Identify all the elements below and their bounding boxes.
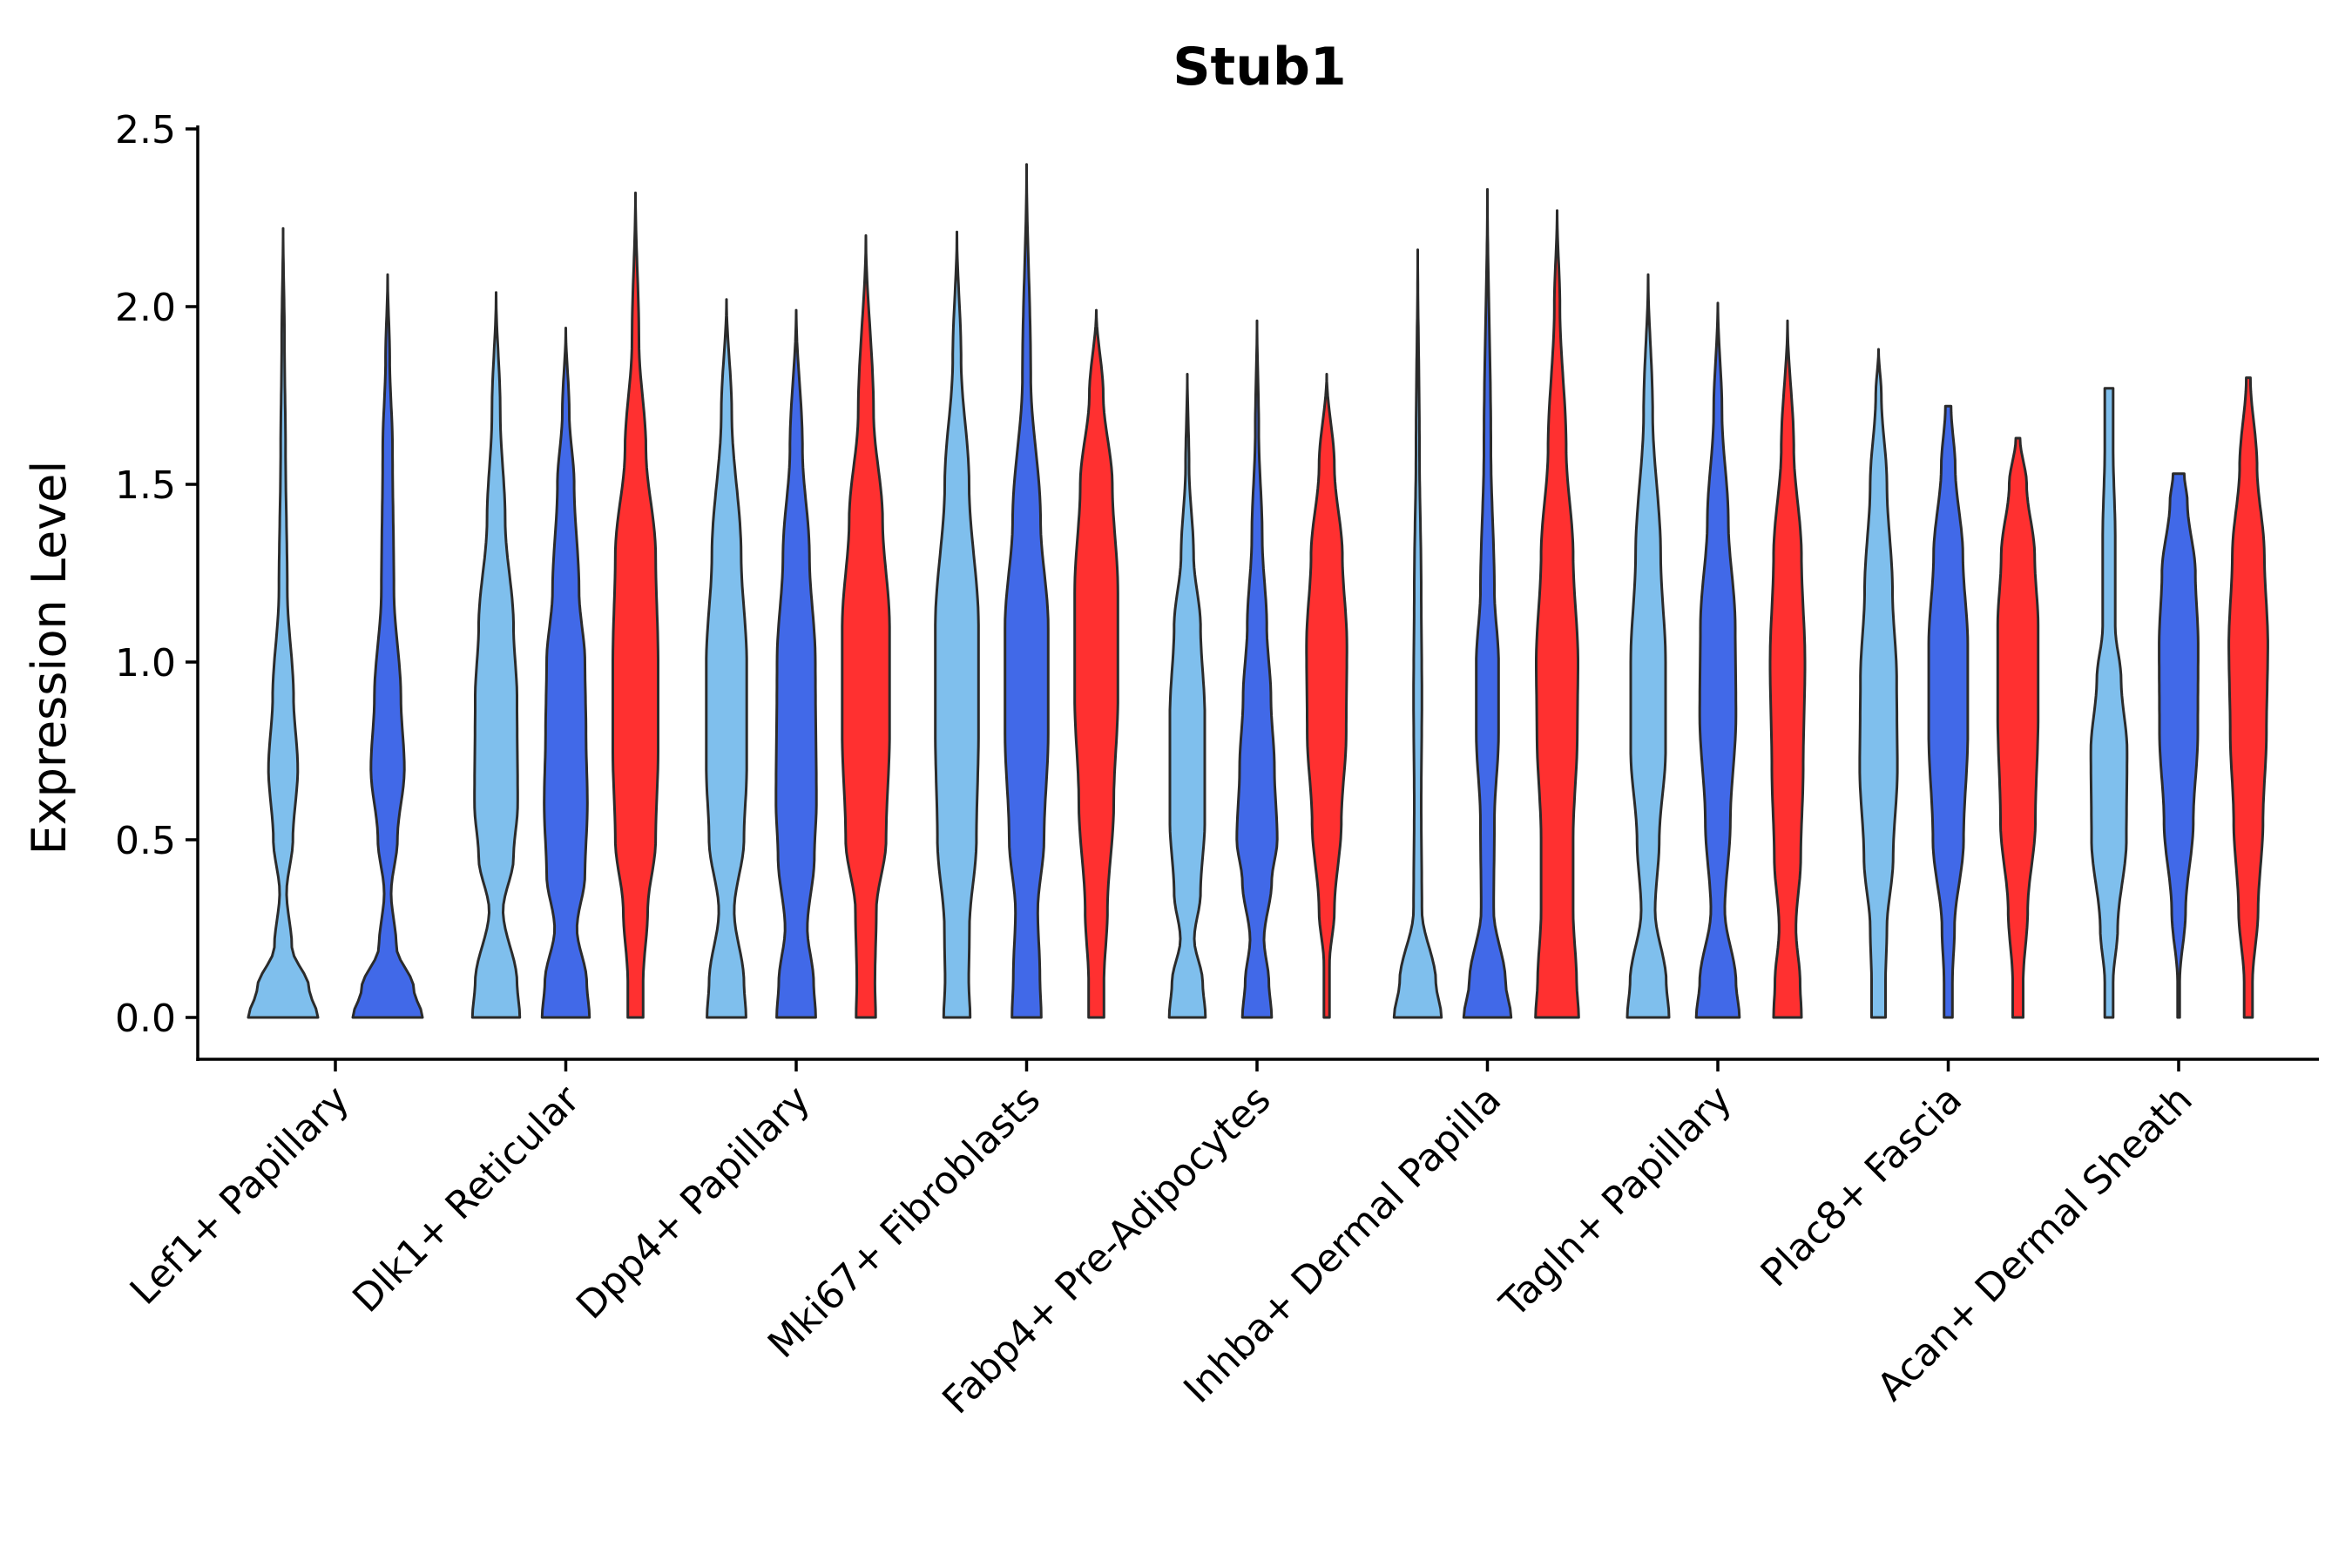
violin-group bbox=[1167, 319, 1348, 1019]
y-axis-label: Expression Level bbox=[22, 461, 77, 855]
violin bbox=[1768, 319, 1807, 1019]
violin bbox=[1305, 373, 1348, 1019]
violin-group bbox=[934, 163, 1119, 1019]
chart-title: Stub1 bbox=[1173, 37, 1346, 98]
violin bbox=[247, 226, 320, 1019]
y-tick-label: 1.5 bbox=[115, 463, 176, 508]
x-tick-label: Lef1+ Papillary bbox=[122, 1078, 358, 1314]
y-tick-label: 2.5 bbox=[115, 108, 176, 152]
violin bbox=[1073, 308, 1119, 1019]
violin bbox=[2089, 387, 2129, 1019]
violin-group bbox=[1392, 187, 1580, 1019]
violin bbox=[1004, 163, 1050, 1019]
y-tick-label: 1.0 bbox=[115, 641, 176, 686]
violin bbox=[1462, 187, 1513, 1019]
violin-group bbox=[2089, 376, 2269, 1019]
violin bbox=[1235, 319, 1279, 1019]
violin bbox=[1392, 248, 1443, 1019]
violin-group bbox=[470, 191, 659, 1019]
violin-group bbox=[1625, 273, 1807, 1019]
violin bbox=[705, 298, 748, 1019]
y-tick-label: 2.0 bbox=[115, 286, 176, 330]
x-tick-label: Plac8+ Fascia bbox=[1753, 1078, 1971, 1296]
violin-group bbox=[247, 226, 424, 1019]
violin-layer bbox=[247, 163, 2269, 1019]
violin bbox=[934, 230, 980, 1019]
violin-group bbox=[705, 233, 891, 1019]
violin bbox=[1996, 436, 2040, 1019]
violin bbox=[1534, 209, 1580, 1019]
y-tick-label: 0.5 bbox=[115, 819, 176, 863]
violin bbox=[470, 291, 522, 1019]
violin bbox=[841, 233, 891, 1019]
violin-group bbox=[1858, 348, 2040, 1019]
x-tick-label: Dlk1+ Reticular bbox=[344, 1077, 589, 1321]
violin bbox=[2227, 376, 2269, 1019]
violin bbox=[1694, 301, 1741, 1019]
violin bbox=[1927, 404, 1970, 1019]
violin bbox=[1625, 273, 1671, 1019]
violin bbox=[1858, 348, 1899, 1019]
y-tick-label: 0.0 bbox=[115, 997, 176, 1041]
violin bbox=[351, 273, 424, 1019]
x-tick-label: Dpp4+ Papillary bbox=[568, 1078, 819, 1328]
violin bbox=[774, 308, 818, 1019]
x-tick-label: Tagln+ Papillary bbox=[1491, 1078, 1740, 1327]
violin bbox=[2158, 472, 2200, 1019]
violin bbox=[612, 191, 659, 1019]
violin bbox=[540, 327, 591, 1019]
violin bbox=[1167, 373, 1207, 1019]
y-axis-ticks: 0.0 0.5 1.0 1.5 2.0 2.5 bbox=[115, 108, 198, 1041]
